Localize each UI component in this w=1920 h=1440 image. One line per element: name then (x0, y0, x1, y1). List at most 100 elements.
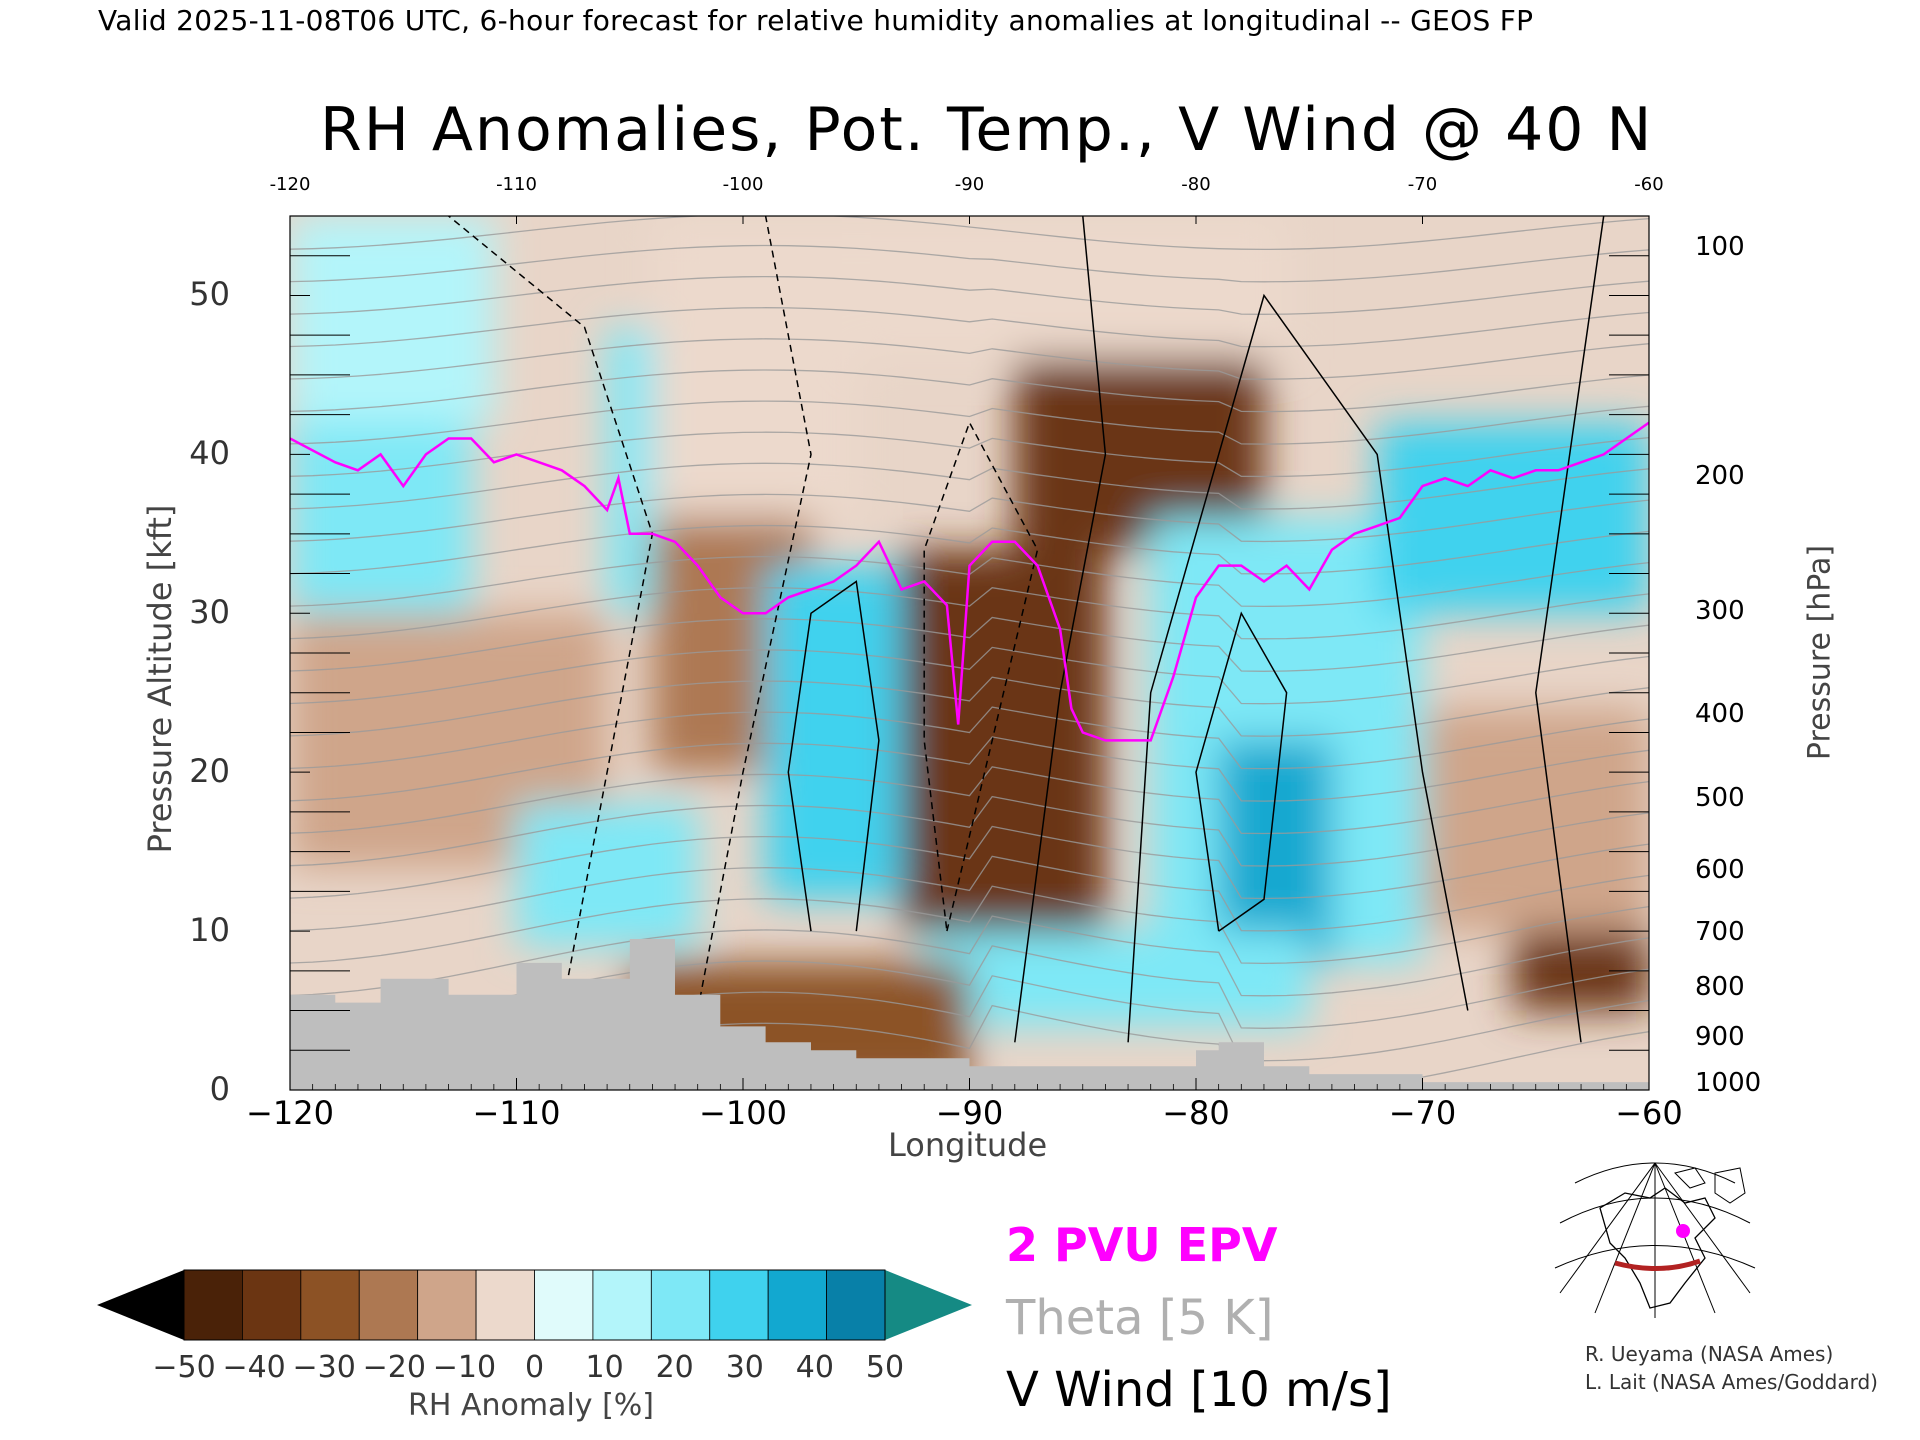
theta-contour-line (290, 216, 1649, 251)
rh-anomaly-cell (765, 565, 902, 900)
x-tick-label: −60 (1615, 1094, 1683, 1132)
colorbar-cell (767, 1269, 827, 1341)
colorbar-cell (650, 1269, 711, 1341)
v-wind-contour-line (1014, 216, 1107, 1043)
terrain-mask (290, 939, 1649, 1090)
pressure-tick-label: 100 (1695, 231, 1745, 262)
theta-contour-line (290, 706, 1649, 770)
colorbar-tick-label: 10 (585, 1350, 624, 1385)
theta-contour-line (290, 855, 1649, 932)
theta-contour-line (290, 275, 1649, 315)
legend-vwind: V Wind [10 m/s] (1006, 1362, 1392, 1418)
y-axis-title-right: Pressure [hPa] (1802, 544, 1838, 761)
theta-contour-line (290, 338, 1649, 380)
x-tick-label: −90 (935, 1094, 1004, 1132)
rh-anomaly-cell (290, 422, 472, 614)
colorbar-cell (242, 1269, 302, 1341)
theta-contour-line (290, 885, 1649, 965)
credit-line-2: L. Lait (NASA Ames/Goddard) (1585, 1370, 1878, 1394)
top-tick-label: -120 (269, 174, 311, 195)
theta-contour-line (290, 244, 1649, 283)
colorbar-tick-label: 40 (795, 1350, 834, 1385)
theta-contour-line (290, 676, 1649, 737)
theta-contour-line (290, 493, 1649, 543)
y-tick-label: 50 (189, 275, 230, 314)
y-tick-label: 10 (189, 911, 230, 950)
colorbar-cell (475, 1269, 535, 1341)
theta-contour-line (290, 736, 1649, 802)
top-tick-label: -80 (1181, 174, 1211, 195)
y-axis-title-left: Pressure Altitude [kft] (141, 504, 179, 854)
theta-contour-line (290, 462, 1649, 510)
colorbar-tick-label: −20 (362, 1350, 426, 1385)
colorbar (97, 1269, 972, 1341)
v-wind-contour-line (923, 420, 1039, 932)
top-axis-ticks (289, 216, 1650, 224)
pressure-tick-label: 700 (1695, 916, 1745, 947)
theta-contour-line (290, 400, 1649, 445)
map-grid-line (1654, 1162, 1751, 1294)
top-tick-label: -60 (1634, 174, 1664, 195)
colorbar-tick-label: 30 (725, 1350, 764, 1385)
legend-epv: 2 PVU EPV (1006, 1218, 1278, 1272)
theta-contour-line (290, 766, 1649, 835)
colorbar-tick-label: −40 (222, 1350, 286, 1385)
x-tick-label: −70 (1388, 1094, 1457, 1132)
theta-contour-line (290, 795, 1649, 867)
y-axis-ticks-hpa (1609, 215, 1649, 1091)
rh-anomaly-cell (901, 549, 1106, 932)
map-coastline (1599, 1187, 1716, 1309)
x-tick-label: −110 (472, 1094, 561, 1132)
colorbar-tick-label: 20 (655, 1350, 694, 1385)
rh-anomaly-cell (924, 931, 1310, 1027)
colorbar-tick-label: 50 (865, 1350, 905, 1385)
pressure-tick-label: 900 (1695, 1021, 1745, 1052)
pressure-tick-label: 200 (1695, 460, 1745, 491)
valid-time-header: Valid 2025-11-08T06 UTC, 6-hour forecast… (98, 4, 1534, 37)
epv-2pvu-line (290, 421, 1649, 742)
x-axis-title: Longitude (888, 1126, 1048, 1164)
colorbar-cell (826, 1269, 886, 1341)
pressure-tick-label: 800 (1695, 972, 1745, 1003)
colorbar-cell (709, 1269, 769, 1341)
theta-contour-line (290, 646, 1649, 705)
top-tick-label: -100 (722, 174, 764, 195)
x-tick-label: −80 (1162, 1094, 1230, 1132)
locator-map (1554, 1162, 1756, 1318)
y-axis-ticks-kft (290, 215, 350, 1091)
colorbar-cell (534, 1269, 594, 1341)
pressure-tick-label: 600 (1695, 854, 1745, 885)
top-tick-label: -90 (954, 174, 985, 195)
y-tick-label: 20 (189, 752, 230, 791)
colorbar-cell (183, 1269, 243, 1341)
x-tick-label: −100 (699, 1094, 787, 1132)
map-coastline (1674, 1167, 1706, 1189)
pressure-tick-label: 1000 (1695, 1067, 1762, 1098)
top-tick-label: -70 (1407, 174, 1438, 195)
rh-anomaly-cell (1218, 740, 1332, 963)
colorbar-tick-label: 0 (524, 1350, 545, 1385)
v-wind-contour-line (696, 216, 812, 1011)
colorbar-high-arrow (885, 1270, 972, 1340)
v-wind-contour-line (1535, 216, 1605, 1043)
rh-anomaly-cell (290, 216, 494, 423)
rh-anomaly-cell (1422, 708, 1649, 932)
colorbar-frame (183, 1269, 886, 1341)
x-axis-ticks (289, 1078, 1650, 1090)
map-marker (1676, 1224, 1690, 1238)
theta-contour-line (290, 524, 1649, 575)
v-wind-contour-line (1195, 611, 1288, 932)
y-tick-label: 30 (189, 593, 230, 632)
credit-line-1: R. Ueyama (NASA Ames) (1585, 1342, 1834, 1366)
colorbar-tick-label: −10 (432, 1350, 497, 1385)
theta-contour-line (290, 616, 1649, 672)
theta-contour-line (290, 307, 1649, 348)
rh-anomaly-cell (856, 216, 1287, 360)
plot-area (290, 216, 1649, 1090)
chart-title: RH Anomalies, Pot. Temp., V Wind @ 40 N (320, 95, 1654, 165)
colorbar-label: RH Anomaly [%] (408, 1388, 654, 1423)
legend-theta: Theta [5 K] (1006, 1290, 1274, 1346)
pressure-tick-label: 300 (1695, 595, 1745, 626)
colorbar-tick-label: −50 (152, 1350, 216, 1385)
colorbar-cell (300, 1269, 360, 1341)
